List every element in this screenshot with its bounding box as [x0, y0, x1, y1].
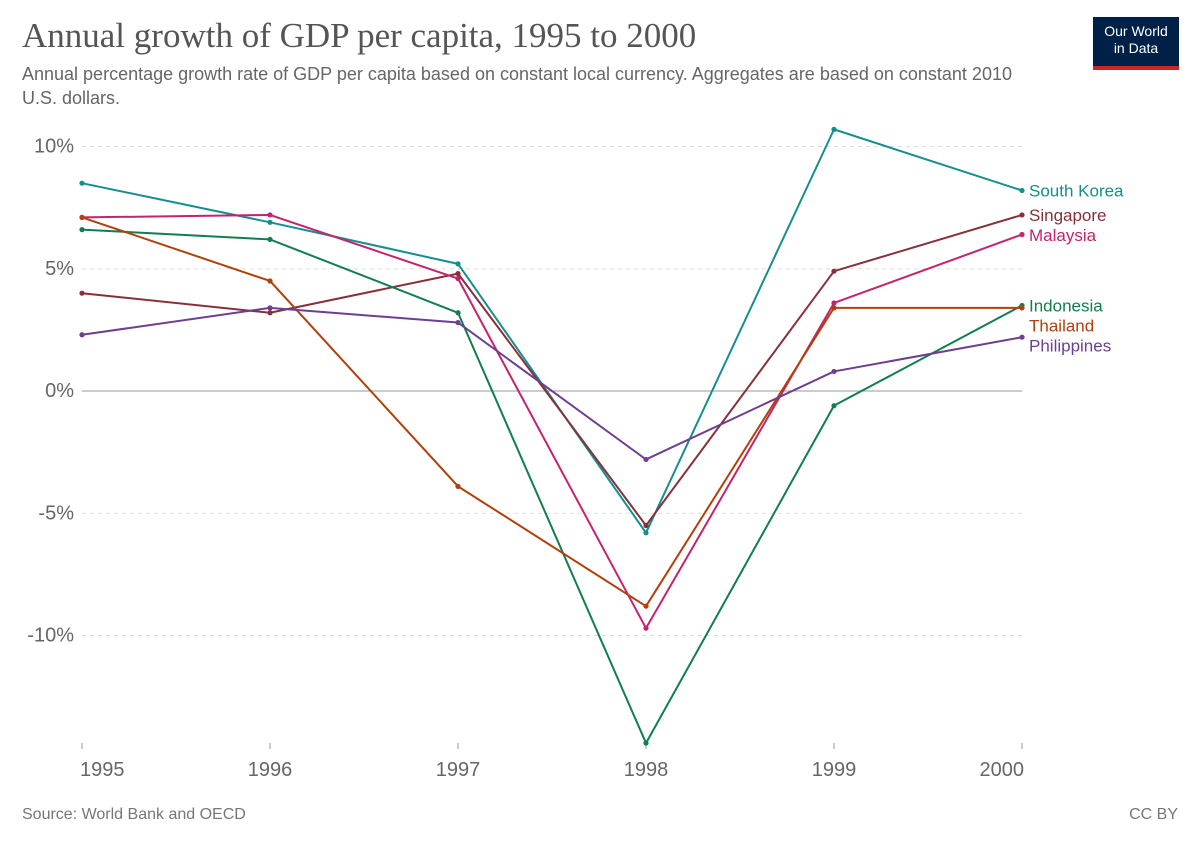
y-tick-label: 10%: [34, 136, 74, 158]
x-tick-label: 1998: [624, 759, 669, 781]
data-point-thailand[interactable]: [831, 305, 837, 311]
series-line-singapore[interactable]: [81, 214, 1023, 527]
data-point-malaysia[interactable]: [455, 275, 461, 282]
y-tick-label: -10%: [27, 625, 74, 647]
data-point-singapore[interactable]: [79, 290, 85, 296]
data-point-philippines[interactable]: [455, 319, 461, 326]
legend-label-philippines[interactable]: Philippines: [1029, 336, 1111, 355]
series-line-indonesia[interactable]: [81, 228, 1023, 745]
chart-subtitle: Annual percentage growth rate of GDP per…: [22, 64, 1012, 108]
series-line-south-korea[interactable]: [81, 128, 1023, 534]
x-tick-label: 1996: [248, 759, 293, 781]
data-point-philippines[interactable]: [831, 368, 837, 375]
data-point-singapore[interactable]: [643, 522, 649, 529]
source-note: Source: World Bank and OECD: [22, 806, 246, 823]
data-point-malaysia[interactable]: [1019, 231, 1025, 238]
series-line-thailand[interactable]: [81, 216, 1022, 608]
legend-label-thailand[interactable]: Thailand: [1029, 316, 1094, 335]
data-point-philippines[interactable]: [1019, 334, 1025, 340]
data-point-singapore[interactable]: [831, 268, 837, 274]
data-point-indonesia[interactable]: [79, 227, 85, 233]
data-point-thailand[interactable]: [267, 278, 273, 284]
data-point-singapore[interactable]: [1019, 212, 1025, 218]
data-point-south-korea[interactable]: [455, 261, 461, 267]
y-tick-label: 5%: [45, 258, 74, 280]
legend-label-singapore[interactable]: Singapore: [1029, 206, 1107, 225]
data-point-thailand[interactable]: [455, 483, 461, 489]
logo-line-1: Our World: [1104, 23, 1168, 39]
chart-title: Annual growth of GDP per capita, 1995 to…: [22, 16, 697, 55]
logo-line-2: in Data: [1113, 40, 1159, 56]
x-tick-label: 2000: [980, 759, 1025, 781]
data-point-indonesia[interactable]: [267, 236, 273, 243]
data-point-philippines[interactable]: [267, 305, 273, 311]
data-point-philippines[interactable]: [79, 332, 85, 338]
data-point-malaysia[interactable]: [267, 212, 273, 218]
data-point-thailand[interactable]: [1019, 305, 1025, 311]
data-point-singapore[interactable]: [267, 310, 273, 316]
legend-label-indonesia[interactable]: Indonesia: [1029, 296, 1103, 315]
data-point-thailand[interactable]: [79, 214, 85, 221]
legend-label-south-korea[interactable]: South Korea: [1029, 182, 1124, 201]
y-tick-label: 0%: [45, 380, 74, 402]
x-tick-label: 1997: [436, 759, 481, 781]
data-point-south-korea[interactable]: [643, 530, 649, 536]
license-link[interactable]: CC BY: [1129, 806, 1178, 823]
owid-logo[interactable]: Our World in Data: [1093, 17, 1179, 70]
data-point-indonesia[interactable]: [455, 310, 461, 316]
data-point-singapore[interactable]: [455, 271, 461, 277]
data-point-thailand[interactable]: [643, 603, 649, 609]
x-tick-label: 1995: [80, 759, 125, 781]
data-point-indonesia[interactable]: [643, 740, 649, 746]
data-point-indonesia[interactable]: [831, 403, 837, 409]
data-point-philippines[interactable]: [643, 456, 649, 463]
series-line-philippines[interactable]: [81, 306, 1023, 461]
data-point-south-korea[interactable]: [267, 219, 273, 225]
legend-label-malaysia[interactable]: Malaysia: [1029, 226, 1097, 245]
data-point-malaysia[interactable]: [643, 625, 649, 631]
data-point-south-korea[interactable]: [831, 126, 837, 132]
data-point-malaysia[interactable]: [831, 300, 837, 306]
series-line-malaysia[interactable]: [81, 213, 1023, 630]
data-point-south-korea[interactable]: [1019, 187, 1025, 194]
x-tick-label: 1999: [812, 759, 857, 781]
data-point-south-korea[interactable]: [79, 180, 85, 186]
y-tick-label: -5%: [38, 502, 74, 524]
